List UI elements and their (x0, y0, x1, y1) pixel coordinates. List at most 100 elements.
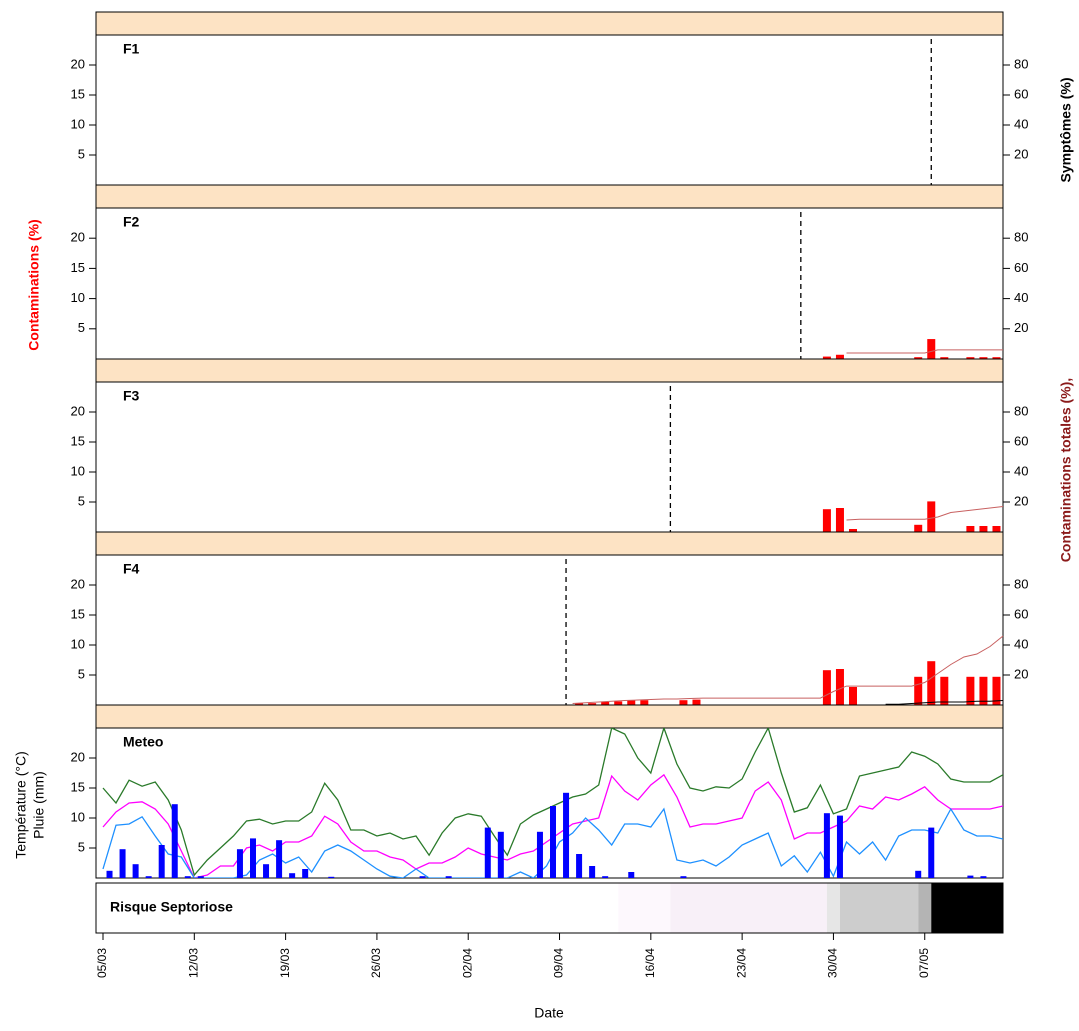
x-tick-label: 02/04 (460, 948, 474, 978)
bar (927, 501, 936, 532)
bar (980, 876, 987, 878)
y-tick-label: 5 (78, 839, 85, 854)
bar (106, 870, 113, 878)
bar (627, 700, 636, 705)
y-tick-label: 5 (78, 320, 85, 335)
bar (184, 876, 191, 878)
y2-tick-label: 80 (1014, 230, 1028, 245)
bar (197, 876, 204, 878)
y2-tick-label: 20 (1014, 493, 1028, 508)
x-axis-label: Date (534, 1005, 564, 1021)
risk-frame (95, 882, 1004, 934)
bar (550, 806, 556, 878)
panel (95, 727, 1004, 879)
y2-tick-label: 20 (1014, 320, 1028, 335)
y-tick-label: 5 (78, 146, 85, 161)
panel-strip (95, 704, 1004, 729)
bar (822, 356, 831, 359)
y-tick-label: 5 (78, 493, 85, 508)
bar (171, 804, 178, 878)
y-axis-label: Température (°C) (13, 751, 29, 859)
y-tick-label: 15 (71, 86, 85, 101)
bar (484, 827, 491, 878)
bar (914, 676, 923, 705)
y2-tick-label: 60 (1014, 86, 1028, 101)
panel-title: F2 (123, 214, 140, 230)
y-tick-label: 20 (71, 230, 85, 245)
risk-band (670, 883, 827, 933)
bar (914, 524, 923, 532)
panel (95, 34, 1004, 186)
x-tick-label: 09/04 (552, 948, 566, 978)
risk-band (96, 883, 619, 933)
bar (835, 354, 844, 359)
x-tick-label: 30/04 (826, 948, 840, 978)
bar (575, 703, 584, 705)
bar (119, 849, 126, 878)
y2-tick-label: 40 (1014, 463, 1028, 478)
strip-label: Risque Septoriose (110, 899, 233, 915)
y2-tick-label: 80 (1014, 56, 1028, 71)
bar (966, 676, 975, 705)
bar (588, 703, 597, 705)
y-tick-label: 15 (71, 433, 85, 448)
bar (576, 854, 583, 878)
y-tick-label: 10 (71, 463, 85, 478)
y-tick-label: 20 (71, 576, 85, 591)
bar (940, 357, 949, 359)
y-tick-label: 10 (71, 116, 85, 131)
bar (614, 701, 623, 705)
line (846, 506, 1004, 521)
risk-band (918, 883, 932, 933)
y2-tick-label: 20 (1014, 146, 1028, 161)
y2-tick-label: 20 (1014, 666, 1028, 681)
y-tick-label: 15 (71, 779, 85, 794)
y-tick-label: 10 (71, 809, 85, 824)
panel (95, 207, 1004, 360)
bar (836, 815, 843, 878)
bar (158, 845, 165, 878)
panel-strip (95, 531, 1004, 556)
y-tick-label: 10 (71, 290, 85, 305)
panel-title: F3 (123, 388, 140, 404)
bar (601, 702, 610, 705)
bar (536, 831, 543, 878)
y2-tick-label: 60 (1014, 606, 1028, 621)
bar (835, 508, 844, 532)
plot-area (102, 728, 1003, 878)
bar (992, 676, 1001, 705)
bar (628, 872, 635, 878)
bar (927, 339, 936, 359)
x-tick-label: 07/05 (917, 948, 931, 978)
line (885, 700, 1004, 705)
y-tick-label: 20 (71, 56, 85, 71)
bar (328, 876, 335, 878)
y2-tick-label: 40 (1014, 116, 1028, 131)
bar (823, 813, 830, 878)
bar (497, 831, 504, 878)
risk-band (618, 883, 671, 933)
y-axis-label: Contaminations (%) (26, 219, 42, 350)
y2-tick-label: 60 (1014, 260, 1028, 275)
bar (927, 661, 936, 705)
bar (419, 876, 426, 878)
bar (680, 876, 687, 878)
bar (822, 670, 831, 705)
y2-tick-label: 40 (1014, 290, 1028, 305)
bar (967, 875, 974, 878)
panel (95, 381, 1004, 533)
bar (692, 699, 701, 705)
panel-strip (95, 184, 1004, 209)
bar (276, 840, 283, 878)
y2-tick-label: 80 (1014, 403, 1028, 418)
y-axis-label: Pluie (mm) (31, 771, 47, 839)
bar (640, 700, 649, 705)
panel-title: F1 (123, 41, 140, 57)
risk-band (931, 883, 1003, 933)
y2-tick-label: 80 (1014, 576, 1028, 591)
y2-tick-label: 60 (1014, 433, 1028, 448)
bar (992, 357, 1001, 359)
bar (914, 357, 923, 359)
bar (145, 876, 152, 878)
bar (250, 838, 256, 878)
